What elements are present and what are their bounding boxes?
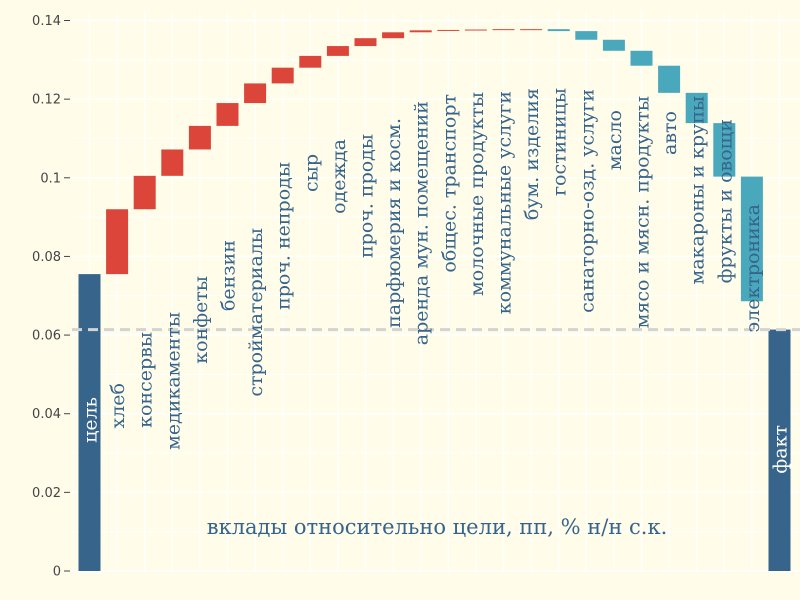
category-label-9: одежда bbox=[328, 139, 350, 214]
category-label-16: бум. изделия bbox=[521, 88, 543, 220]
bar-10 bbox=[354, 38, 377, 47]
category-label-23: фрукты и овощи bbox=[714, 119, 736, 283]
category-label-22: макароны и крупы bbox=[687, 96, 709, 284]
bar-9 bbox=[326, 46, 349, 56]
bar-19 bbox=[602, 39, 625, 51]
bar-8 bbox=[299, 55, 322, 68]
bars bbox=[78, 29, 791, 571]
bar-6 bbox=[244, 83, 267, 104]
y-tick-label: 0.08 bbox=[32, 250, 61, 265]
category-label-15: коммунальные услуги bbox=[494, 91, 516, 314]
y-tick-label: 0.04 bbox=[32, 407, 61, 422]
y-tick-label: 0 bbox=[53, 565, 61, 580]
category-label-12: аренда мун. помещений bbox=[411, 101, 433, 345]
bar-14 bbox=[464, 29, 487, 31]
bar-25 bbox=[768, 329, 791, 571]
category-label-24: электроника bbox=[742, 204, 764, 332]
bar-22 bbox=[685, 92, 708, 124]
bar-5 bbox=[216, 103, 239, 126]
chart-annotation: вклады относительно цели, пп, % н/н с.к. bbox=[207, 515, 668, 539]
category-label-19: масло bbox=[604, 110, 626, 170]
category-label-18: санаторно-озд. услуги bbox=[576, 89, 598, 313]
category-label-10: проч. проды bbox=[356, 134, 378, 258]
category-label-0: цель bbox=[80, 397, 102, 443]
bar-12 bbox=[409, 30, 432, 33]
y-tick-label: 0.1 bbox=[40, 171, 61, 186]
bar-18 bbox=[575, 31, 598, 40]
bar-1 bbox=[106, 209, 129, 275]
category-label-2: консервы bbox=[135, 332, 157, 428]
bar-4 bbox=[188, 125, 211, 150]
category-label-13: общес. транспорт bbox=[438, 94, 460, 273]
category-label-17: гостиницы bbox=[549, 88, 571, 196]
category-label-14: молочные продукты bbox=[466, 92, 488, 296]
bar-0 bbox=[78, 274, 101, 571]
category-label-21: авто bbox=[659, 111, 681, 155]
bar-24 bbox=[740, 176, 763, 302]
category-label-1: хлеб bbox=[107, 383, 129, 428]
category-label-5: бензин bbox=[218, 240, 240, 311]
bar-13 bbox=[437, 29, 460, 31]
category-labels: цель хлеб консервы медикаменты конфеты бензин… bbox=[80, 88, 792, 474]
category-label-6: стройматериалы bbox=[245, 228, 267, 397]
bar-17 bbox=[547, 29, 570, 32]
category-label-7: проч. непроды bbox=[273, 162, 295, 310]
bar-11 bbox=[382, 32, 405, 39]
bar-21 bbox=[658, 65, 681, 93]
category-label-11: парфюмерия и косм. bbox=[383, 118, 405, 328]
y-tick-label: 0.12 bbox=[32, 93, 61, 108]
bar-2 bbox=[133, 175, 156, 210]
category-label-4: конфеты bbox=[190, 276, 212, 364]
category-label-25: факт bbox=[770, 425, 792, 474]
category-label-8: сыр bbox=[300, 154, 322, 192]
gridlines bbox=[72, 10, 800, 572]
bar-7 bbox=[271, 67, 294, 84]
bar-20 bbox=[630, 50, 653, 66]
bar-16 bbox=[520, 29, 543, 31]
bar-23 bbox=[713, 123, 736, 177]
bar-3 bbox=[161, 149, 184, 176]
y-axis: 0 0.02 0.04 0.06 0.08 0.1 0.12 0.14 bbox=[32, 14, 70, 580]
y-tick-label: 0.06 bbox=[32, 329, 61, 344]
y-tick-label: 0.02 bbox=[32, 486, 61, 501]
category-label-3: медикаменты bbox=[162, 312, 184, 450]
bar-15 bbox=[492, 29, 515, 31]
category-label-20: мясо и мясн. продукты bbox=[632, 96, 654, 328]
y-tick-label: 0.14 bbox=[32, 14, 61, 29]
